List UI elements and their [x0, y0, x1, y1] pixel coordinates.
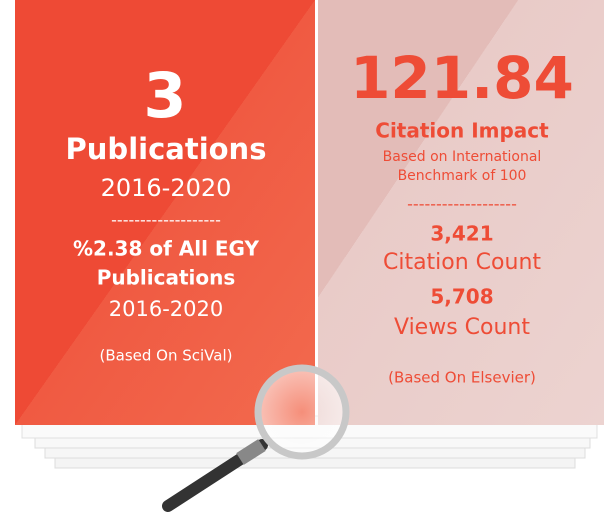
divider: -------------------	[111, 211, 221, 230]
source: (Based On Elsevier)	[388, 369, 536, 387]
impact-value: 121.84	[350, 44, 574, 112]
benchmark-line: Based on International	[383, 149, 542, 165]
publication-count: 3	[143, 59, 186, 132]
impact-label: Citation Impact	[375, 119, 549, 143]
views-label: Views Count	[394, 315, 530, 340]
period: 2016-2020	[101, 174, 232, 202]
share-line: %2.38 of All EGY	[73, 237, 260, 261]
publication-label: Publications	[66, 132, 267, 166]
citations-label: Citation Count	[383, 250, 541, 275]
right-panel	[318, 0, 604, 425]
citations-value: 3,421	[430, 222, 493, 246]
source: (Based On SciVal)	[100, 347, 233, 365]
share-period: 2016-2020	[109, 297, 223, 321]
magnifier	[162, 364, 350, 512]
share-line: Publications	[97, 266, 236, 290]
views-value: 5,708	[430, 285, 493, 309]
left-panel	[15, 0, 315, 425]
divider: -------------------	[407, 195, 517, 214]
benchmark-line: Benchmark of 100	[398, 168, 527, 184]
